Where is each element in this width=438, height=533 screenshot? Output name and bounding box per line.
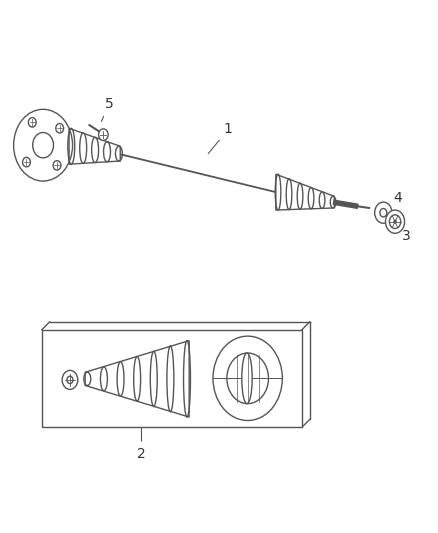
Circle shape	[99, 129, 108, 140]
Polygon shape	[275, 174, 334, 210]
Bar	[42, 330, 301, 427]
Polygon shape	[85, 341, 189, 417]
Text: 2: 2	[137, 417, 145, 461]
Circle shape	[226, 353, 268, 403]
Circle shape	[385, 210, 404, 233]
Polygon shape	[69, 128, 120, 164]
Text: 4: 4	[388, 191, 401, 208]
Circle shape	[374, 202, 391, 223]
Circle shape	[212, 336, 282, 421]
Circle shape	[62, 370, 78, 390]
Text: 3: 3	[396, 229, 410, 243]
Text: 5: 5	[101, 97, 113, 122]
Ellipse shape	[241, 353, 251, 403]
Text: 1: 1	[208, 123, 232, 154]
Circle shape	[392, 220, 396, 224]
